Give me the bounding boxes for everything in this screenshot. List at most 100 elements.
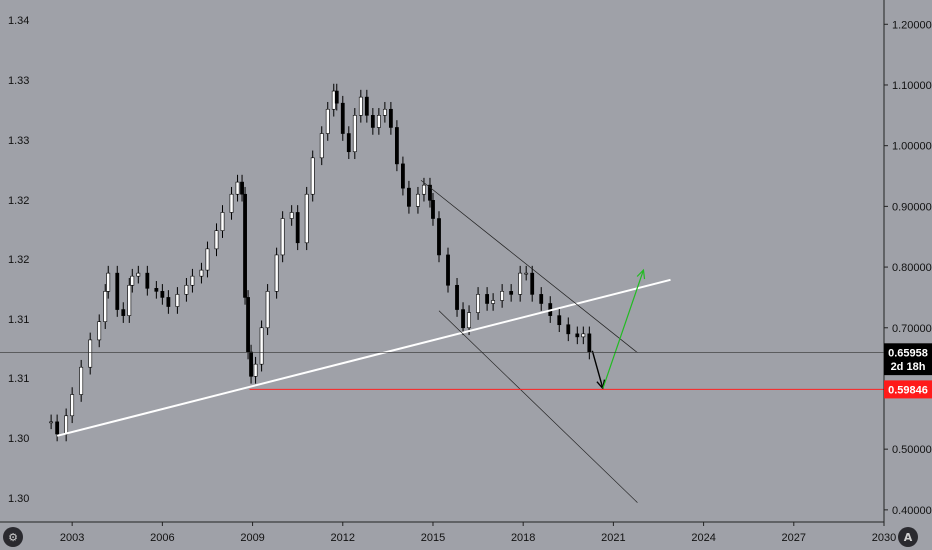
candle-body [130,275,135,286]
candle-body [166,297,171,307]
candle-body [500,291,505,301]
candle-body [214,230,219,250]
candle-body [55,421,60,435]
candle-body [518,272,523,295]
left-tick-label: 1.34 [8,15,29,27]
candle-body [422,184,426,195]
candle-body [407,187,411,207]
candle-body [79,366,84,395]
candle-body [97,321,102,341]
price-badge-label: 0.65958 [888,347,928,359]
candle-body [253,363,258,377]
arrow-line [602,269,645,389]
candle-body [184,284,189,295]
candle-body [491,300,496,304]
candle-body [325,108,330,134]
candle-body [240,181,244,195]
candle-body [401,163,405,189]
candle-body [364,96,369,116]
candle-body [106,272,111,292]
candle-body [334,90,339,104]
candle-body [199,269,204,277]
candle-body [190,275,195,286]
candle-body [304,193,309,244]
tradingview-logo-icon[interactable]: A [898,527,918,547]
candle-body [289,212,294,219]
settings-icon-glyph: ⚙ [8,531,18,544]
left-tick-label: 1.30 [8,433,29,445]
candle-body [437,218,441,256]
candle-body [319,133,324,159]
price-badge [884,380,932,399]
series-layer [49,83,592,442]
x-tick-label: 2021 [601,532,625,544]
candle-body [145,272,150,289]
candle-body [127,284,132,316]
right-tick-label: 0.40000 [892,505,932,517]
candle-body [428,184,432,201]
right-tick-label: 1.00000 [892,141,932,153]
candle-body [121,309,126,316]
x-tick-label: 2012 [331,532,355,544]
candle-body [388,108,393,128]
candle-body [530,272,535,295]
candle-body [160,291,165,298]
left-tick-label: 1.30 [8,493,29,505]
candle-body [243,193,247,298]
candle-body [154,288,159,292]
candle-body [557,315,562,326]
left-tick-label: 1.31 [8,314,29,326]
candle-body [358,96,363,116]
right-tick-label: 0.90000 [892,201,932,213]
candle-body [175,294,180,307]
arrow-head [636,268,646,280]
settings-icon[interactable]: ⚙ [3,527,23,547]
left-axis: 1.34 1.33 1.33 1.32 1.32 1.31 1.31 1.30 … [8,15,29,505]
candle-body [220,212,225,231]
x-tick-label: 2015 [421,532,445,544]
candle-body [310,157,315,195]
candle-body [370,115,375,128]
candle-body [265,291,270,329]
candle-body [455,284,459,310]
candle-body [467,312,471,329]
left-tick-label: 1.33 [8,135,29,147]
candle-body [88,339,93,368]
candle-body [205,248,210,271]
x-tick-label: 2003 [60,532,84,544]
candle-body [394,127,399,165]
x-tick-label: 2024 [691,532,715,544]
price-badge-label: 0.59846 [888,384,928,396]
trend-line [420,179,638,353]
candle-body [259,327,264,365]
candle-body [70,394,75,417]
candle-body [115,272,120,310]
candle-body [103,291,108,322]
left-tick-label: 1.31 [8,373,29,385]
candle-body [581,333,586,338]
candle-body [249,351,253,377]
tradingview-logo-glyph: A [904,531,913,544]
candle-body [416,193,420,207]
x-tick-label: 2030 [872,532,896,544]
candle-body [340,102,345,134]
candle-body [566,324,571,335]
candle-body [485,294,490,304]
right-tick-label: 0.50000 [892,444,932,456]
candle-body [539,294,544,304]
candle-body [587,333,592,353]
candle-body [229,193,234,213]
price-badge [884,357,932,376]
candle-body [246,297,250,353]
candle-body [382,108,387,116]
candle-body [524,272,529,275]
candle-body [376,115,381,128]
candle-body [575,333,580,338]
right-tick-label: 1.20000 [892,19,932,31]
candle-body [49,421,54,424]
candle-body [446,254,450,286]
trend-line [56,278,671,437]
left-tick-label: 1.33 [8,75,29,87]
